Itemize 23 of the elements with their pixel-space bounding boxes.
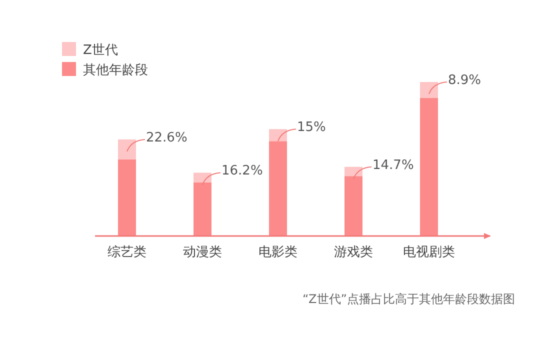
annotation: 22.6% — [146, 130, 188, 146]
x-tick-label: 电视剧类 — [403, 245, 455, 260]
annotation: 16.2% — [222, 164, 263, 179]
legend-label: 其他年龄段 — [83, 63, 148, 78]
bar — [194, 182, 212, 236]
x-tick-label: 动漫类 — [183, 245, 222, 260]
bar — [118, 139, 136, 160]
bar — [269, 141, 287, 236]
bar — [344, 166, 362, 176]
legend-label: Z世代 — [83, 43, 118, 58]
x-tick-label: 电影类 — [258, 245, 298, 260]
bar — [269, 129, 287, 142]
annotation: 15% — [297, 120, 326, 136]
annotation: 14.7% — [372, 158, 414, 173]
bar — [118, 159, 136, 236]
bar — [420, 82, 438, 98]
x-tick-label: 游戏类 — [334, 245, 373, 260]
annotation: 8.9% — [448, 73, 482, 88]
bar — [194, 172, 212, 182]
text: “Z世代”点播占比高于其他年龄段数据图 — [302, 292, 515, 306]
x-tick-label: 综艺类 — [108, 245, 146, 260]
bar — [344, 176, 362, 236]
bar — [420, 98, 438, 236]
